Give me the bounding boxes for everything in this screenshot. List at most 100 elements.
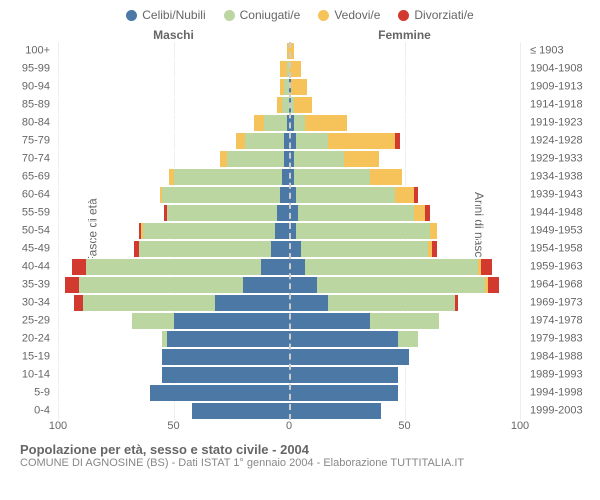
- age-label: 15-19: [22, 352, 50, 363]
- age-label: 5-9: [34, 388, 50, 399]
- header-female: Femmine: [289, 28, 520, 42]
- x-tick: 50: [167, 420, 179, 432]
- bar-female: [289, 402, 520, 420]
- age-label: 35-39: [22, 280, 50, 291]
- age-label: 50-54: [22, 226, 50, 237]
- segment-div: [139, 223, 141, 238]
- bar-male: [58, 258, 289, 276]
- x-tick: 50: [398, 420, 410, 432]
- segment-div: [455, 295, 457, 310]
- segment-cel: [215, 295, 289, 310]
- segment-ved: [280, 79, 285, 94]
- bar-female: [289, 330, 520, 348]
- segment-con: [328, 295, 455, 310]
- legend-label: Coniugati/e: [240, 8, 301, 22]
- bar-male: [58, 312, 289, 330]
- legend: Celibi/Nubili Coniugati/e Vedovi/e Divorzia…: [12, 8, 588, 22]
- segment-ved: [395, 187, 413, 202]
- bar-male: [58, 402, 289, 420]
- segment-con: [296, 133, 328, 148]
- age-label: 60-64: [22, 189, 50, 200]
- bar-female: [289, 222, 520, 240]
- zero-line: [289, 42, 291, 420]
- segment-con: [294, 151, 345, 166]
- segment-div: [425, 205, 430, 220]
- segment-con: [317, 277, 486, 292]
- segment-con: [245, 133, 284, 148]
- age-label: 85-89: [22, 100, 50, 111]
- bar-female: [289, 366, 520, 384]
- segment-cel: [289, 349, 409, 364]
- gender-headers: Maschi Femmine: [58, 28, 520, 42]
- bar-female: [289, 168, 520, 186]
- legend-swatch: [126, 10, 137, 21]
- age-label: 75-79: [22, 136, 50, 147]
- segment-ved: [254, 115, 263, 130]
- segment-ved: [305, 115, 347, 130]
- segment-ved: [160, 187, 162, 202]
- legend-label: Vedovi/e: [334, 8, 380, 22]
- y-axis-birth: ≤ 19031904-19081909-19131914-19181919-19…: [526, 42, 588, 420]
- segment-con: [167, 205, 278, 220]
- segment-cel: [289, 259, 305, 274]
- bar-male: [58, 330, 289, 348]
- segment-ved: [141, 223, 143, 238]
- bar-male: [58, 168, 289, 186]
- segment-cel: [271, 241, 289, 256]
- segment-ved: [370, 169, 402, 184]
- segment-cel: [277, 205, 289, 220]
- birth-label: 1964-1968: [530, 280, 583, 291]
- bar-female: [289, 150, 520, 168]
- legend-item: Coniugati/e: [224, 8, 301, 22]
- segment-con: [296, 223, 430, 238]
- birth-label: 1954-1958: [530, 244, 583, 255]
- segment-ved: [280, 61, 287, 76]
- segment-ved: [236, 133, 245, 148]
- segment-ved: [344, 151, 379, 166]
- legend-label: Celibi/Nubili: [142, 8, 205, 22]
- segment-cel: [192, 403, 289, 418]
- segment-ved: [291, 79, 307, 94]
- segment-con: [139, 241, 271, 256]
- segment-div: [481, 259, 493, 274]
- legend-swatch: [224, 10, 235, 21]
- segment-con: [294, 115, 306, 130]
- bar-female: [289, 258, 520, 276]
- bar-male: [58, 366, 289, 384]
- birth-label: 1924-1928: [530, 136, 583, 147]
- segment-con: [282, 97, 289, 112]
- segment-con: [296, 187, 395, 202]
- x-tick: 100: [511, 420, 529, 432]
- chart-footer: Popolazione per età, sesso e stato civil…: [20, 442, 588, 469]
- birth-label: 1974-1978: [530, 316, 583, 327]
- segment-cel: [162, 367, 289, 382]
- plot-area: Fasce di età Anni di nascita 100+95-9990…: [58, 42, 520, 420]
- chart-title: Popolazione per età, sesso e stato civil…: [20, 442, 588, 457]
- segment-con: [132, 313, 174, 328]
- y-axis-age: 100+95-9990-9485-8980-8475-7970-7465-696…: [12, 42, 54, 420]
- segment-ved: [430, 223, 437, 238]
- bar-male: [58, 240, 289, 258]
- segment-ved: [294, 97, 312, 112]
- age-label: 45-49: [22, 244, 50, 255]
- age-label: 25-29: [22, 316, 50, 327]
- segment-cel: [261, 259, 289, 274]
- birth-label: 1904-1908: [530, 64, 583, 75]
- segment-cel: [174, 313, 290, 328]
- segment-div: [134, 241, 139, 256]
- bar-male: [58, 60, 289, 78]
- x-tick: 0: [286, 420, 292, 432]
- birth-label: 1979-1983: [530, 334, 583, 345]
- segment-div: [414, 187, 419, 202]
- segment-cel: [162, 349, 289, 364]
- bar-male: [58, 42, 289, 60]
- birth-label: 1934-1938: [530, 172, 583, 183]
- age-label: 0-4: [34, 406, 50, 417]
- age-label: 90-94: [22, 82, 50, 93]
- segment-div: [395, 133, 400, 148]
- birth-label: 1944-1948: [530, 208, 583, 219]
- bar-male: [58, 384, 289, 402]
- birth-label: 1929-1933: [530, 154, 583, 165]
- segment-con: [86, 259, 262, 274]
- legend-item: Divorziati/e: [398, 8, 473, 22]
